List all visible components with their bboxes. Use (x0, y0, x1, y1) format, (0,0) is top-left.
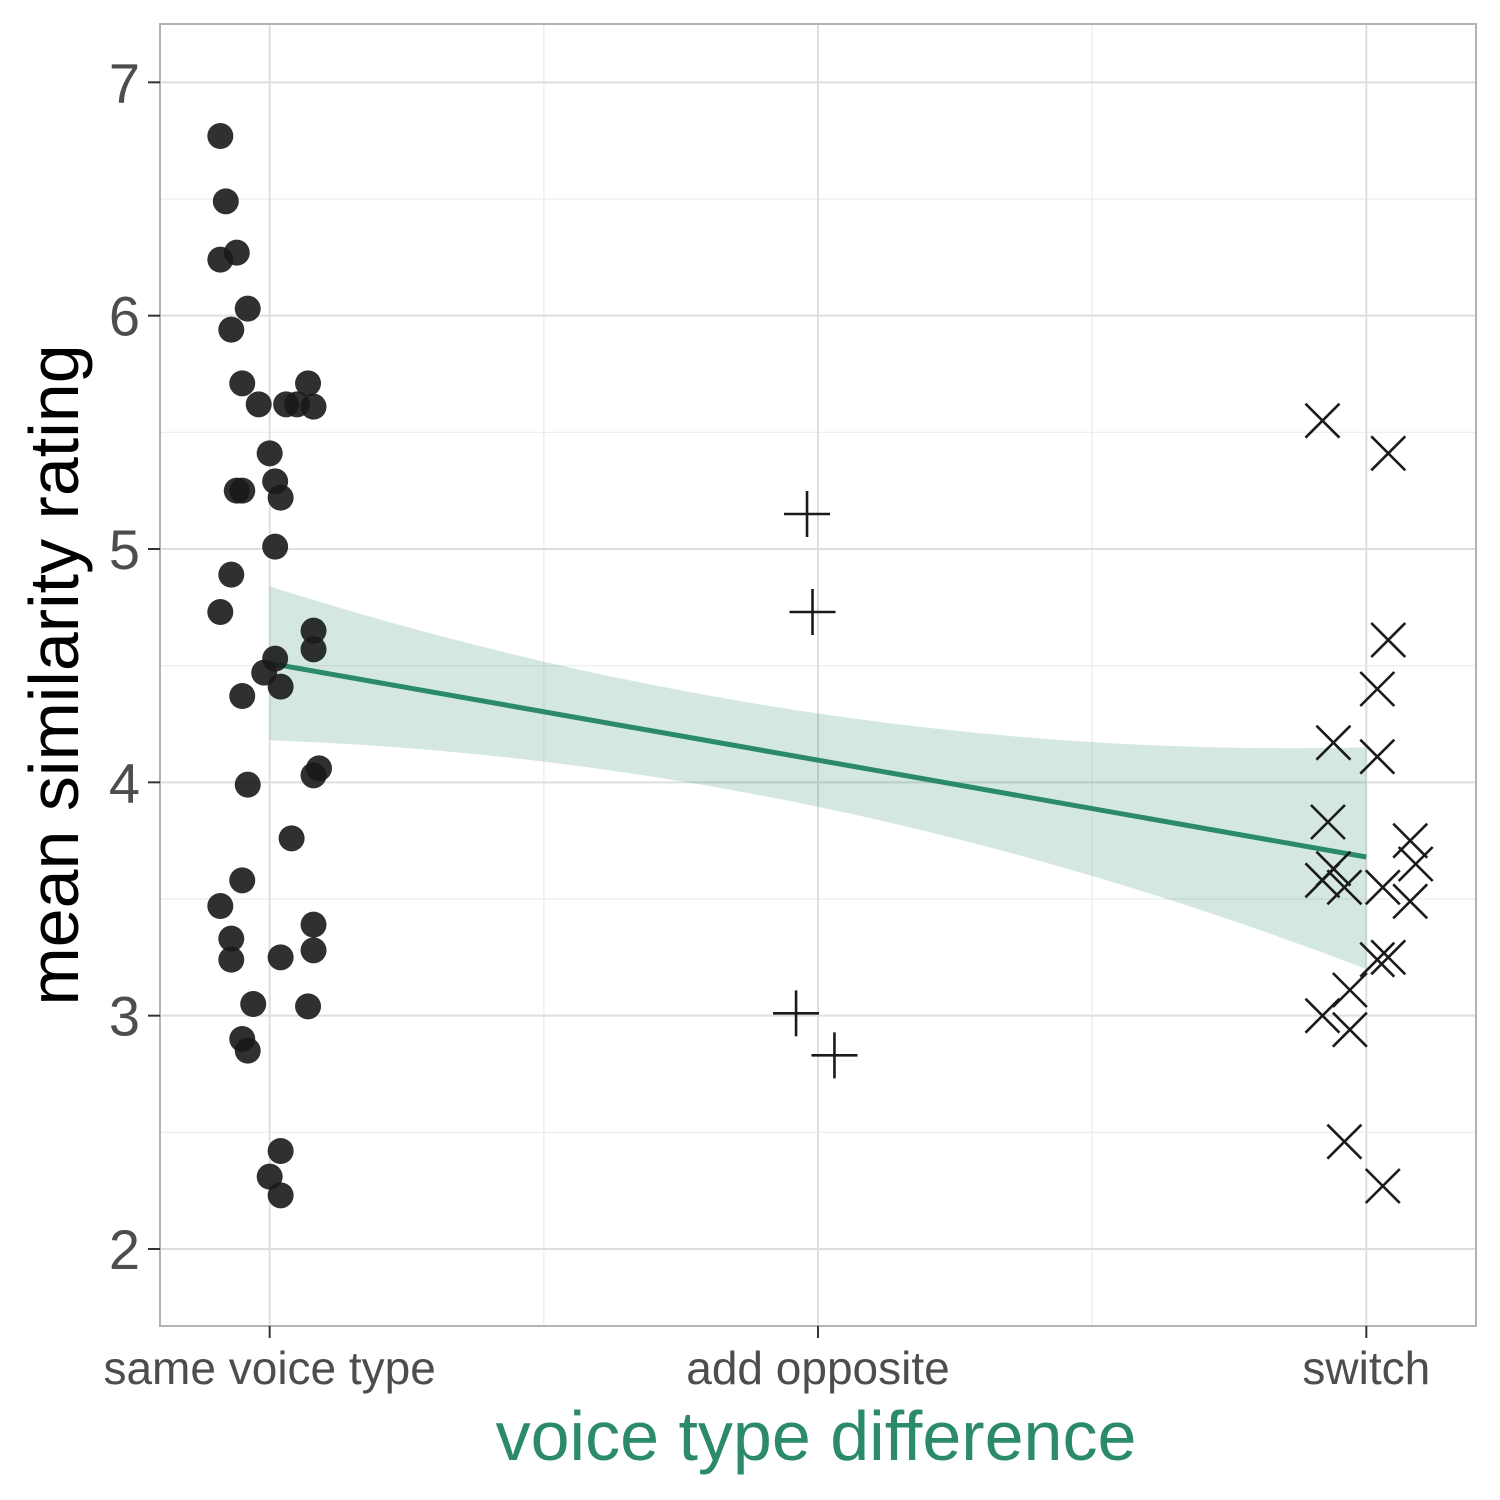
data-point-circle (295, 993, 322, 1020)
data-point-cross (1364, 1168, 1401, 1204)
data-point-circle (300, 393, 327, 420)
data-point-cross (1359, 941, 1396, 978)
y-tick-label: 7 (109, 51, 140, 114)
data-point-cross (1392, 822, 1429, 859)
data-point-circle (300, 636, 327, 663)
data-point-circle (267, 673, 294, 700)
data-point-circle (207, 246, 234, 273)
data-point-circle (229, 370, 256, 397)
data-point-cross (1310, 804, 1346, 840)
data-point-cross (1326, 1123, 1363, 1160)
data-point-cross (1326, 869, 1363, 906)
data-point-circle (300, 937, 327, 964)
data-point-circle (207, 123, 234, 149)
data-point-circle (229, 867, 256, 894)
data-point-circle (300, 762, 327, 789)
data-point-circle (278, 825, 305, 852)
data-points-layer (207, 123, 1434, 1209)
data-point-plus (811, 1032, 858, 1079)
data-point-cross (1370, 939, 1407, 976)
data-point-cross (1359, 671, 1396, 707)
data-point-circle (300, 911, 327, 938)
y-tick-label: 4 (109, 751, 140, 814)
data-point-circle (218, 925, 245, 952)
data-point-cross (1315, 724, 1352, 761)
data-point-circle (218, 561, 245, 588)
data-point-circle (234, 771, 261, 798)
data-point-circle (234, 295, 261, 322)
data-point-circle (234, 1037, 261, 1064)
data-point-circle (256, 440, 283, 467)
y-axis-ticks: 2 3 4 5 6 7 (109, 51, 160, 1281)
data-point-circle (218, 316, 245, 343)
data-point-circle (212, 188, 239, 215)
data-point-circle (207, 599, 234, 625)
data-point-cross (1304, 997, 1341, 1034)
fit-line (269, 660, 1367, 860)
data-point-circle (262, 533, 289, 560)
data-point-cross (1359, 738, 1396, 775)
data-point-cross (1304, 402, 1341, 439)
data-point-cross (1364, 869, 1401, 906)
data-point-circle (267, 1182, 294, 1209)
data-point-circle (300, 617, 327, 644)
data-point-circle (267, 944, 294, 971)
data-point-plus (784, 491, 831, 537)
data-point-circle (229, 683, 256, 709)
data-point-cross (1331, 1011, 1368, 1048)
y-tick-label: 2 (109, 1218, 140, 1281)
data-point-cross (1315, 850, 1352, 887)
data-point-cross (1392, 883, 1429, 920)
data-point-plus (773, 990, 820, 1037)
confidence-band (269, 586, 1367, 969)
y-axis-title: mean similarity rating (15, 344, 93, 1005)
y-tick-label: 6 (109, 285, 140, 348)
data-point-circle (245, 391, 272, 418)
x-tick-label: add opposite (686, 1342, 949, 1394)
x-tick-label: switch (1302, 1342, 1430, 1394)
y-tick-label: 5 (109, 518, 140, 581)
data-point-circle (267, 1138, 294, 1164)
data-point-circle (295, 370, 322, 397)
data-point-circle (218, 946, 245, 973)
data-point-circle (240, 991, 267, 1017)
x-axis-title: voice type difference (496, 1397, 1137, 1475)
y-tick-label: 3 (109, 985, 140, 1048)
confidence-band-layer (269, 586, 1367, 969)
x-tick-label: same voice type (103, 1342, 435, 1394)
data-point-cross (1397, 846, 1434, 882)
data-point-circle (262, 645, 289, 672)
data-point-plus (789, 589, 836, 635)
x-axis-ticks: same voice type add opposite switch (103, 1326, 1430, 1394)
data-point-cross (1370, 622, 1407, 658)
data-point-circle (229, 477, 256, 504)
data-point-circle (207, 893, 234, 919)
data-point-cross (1370, 435, 1407, 472)
data-point-circle (267, 484, 294, 511)
fit-line-layer (269, 660, 1367, 860)
